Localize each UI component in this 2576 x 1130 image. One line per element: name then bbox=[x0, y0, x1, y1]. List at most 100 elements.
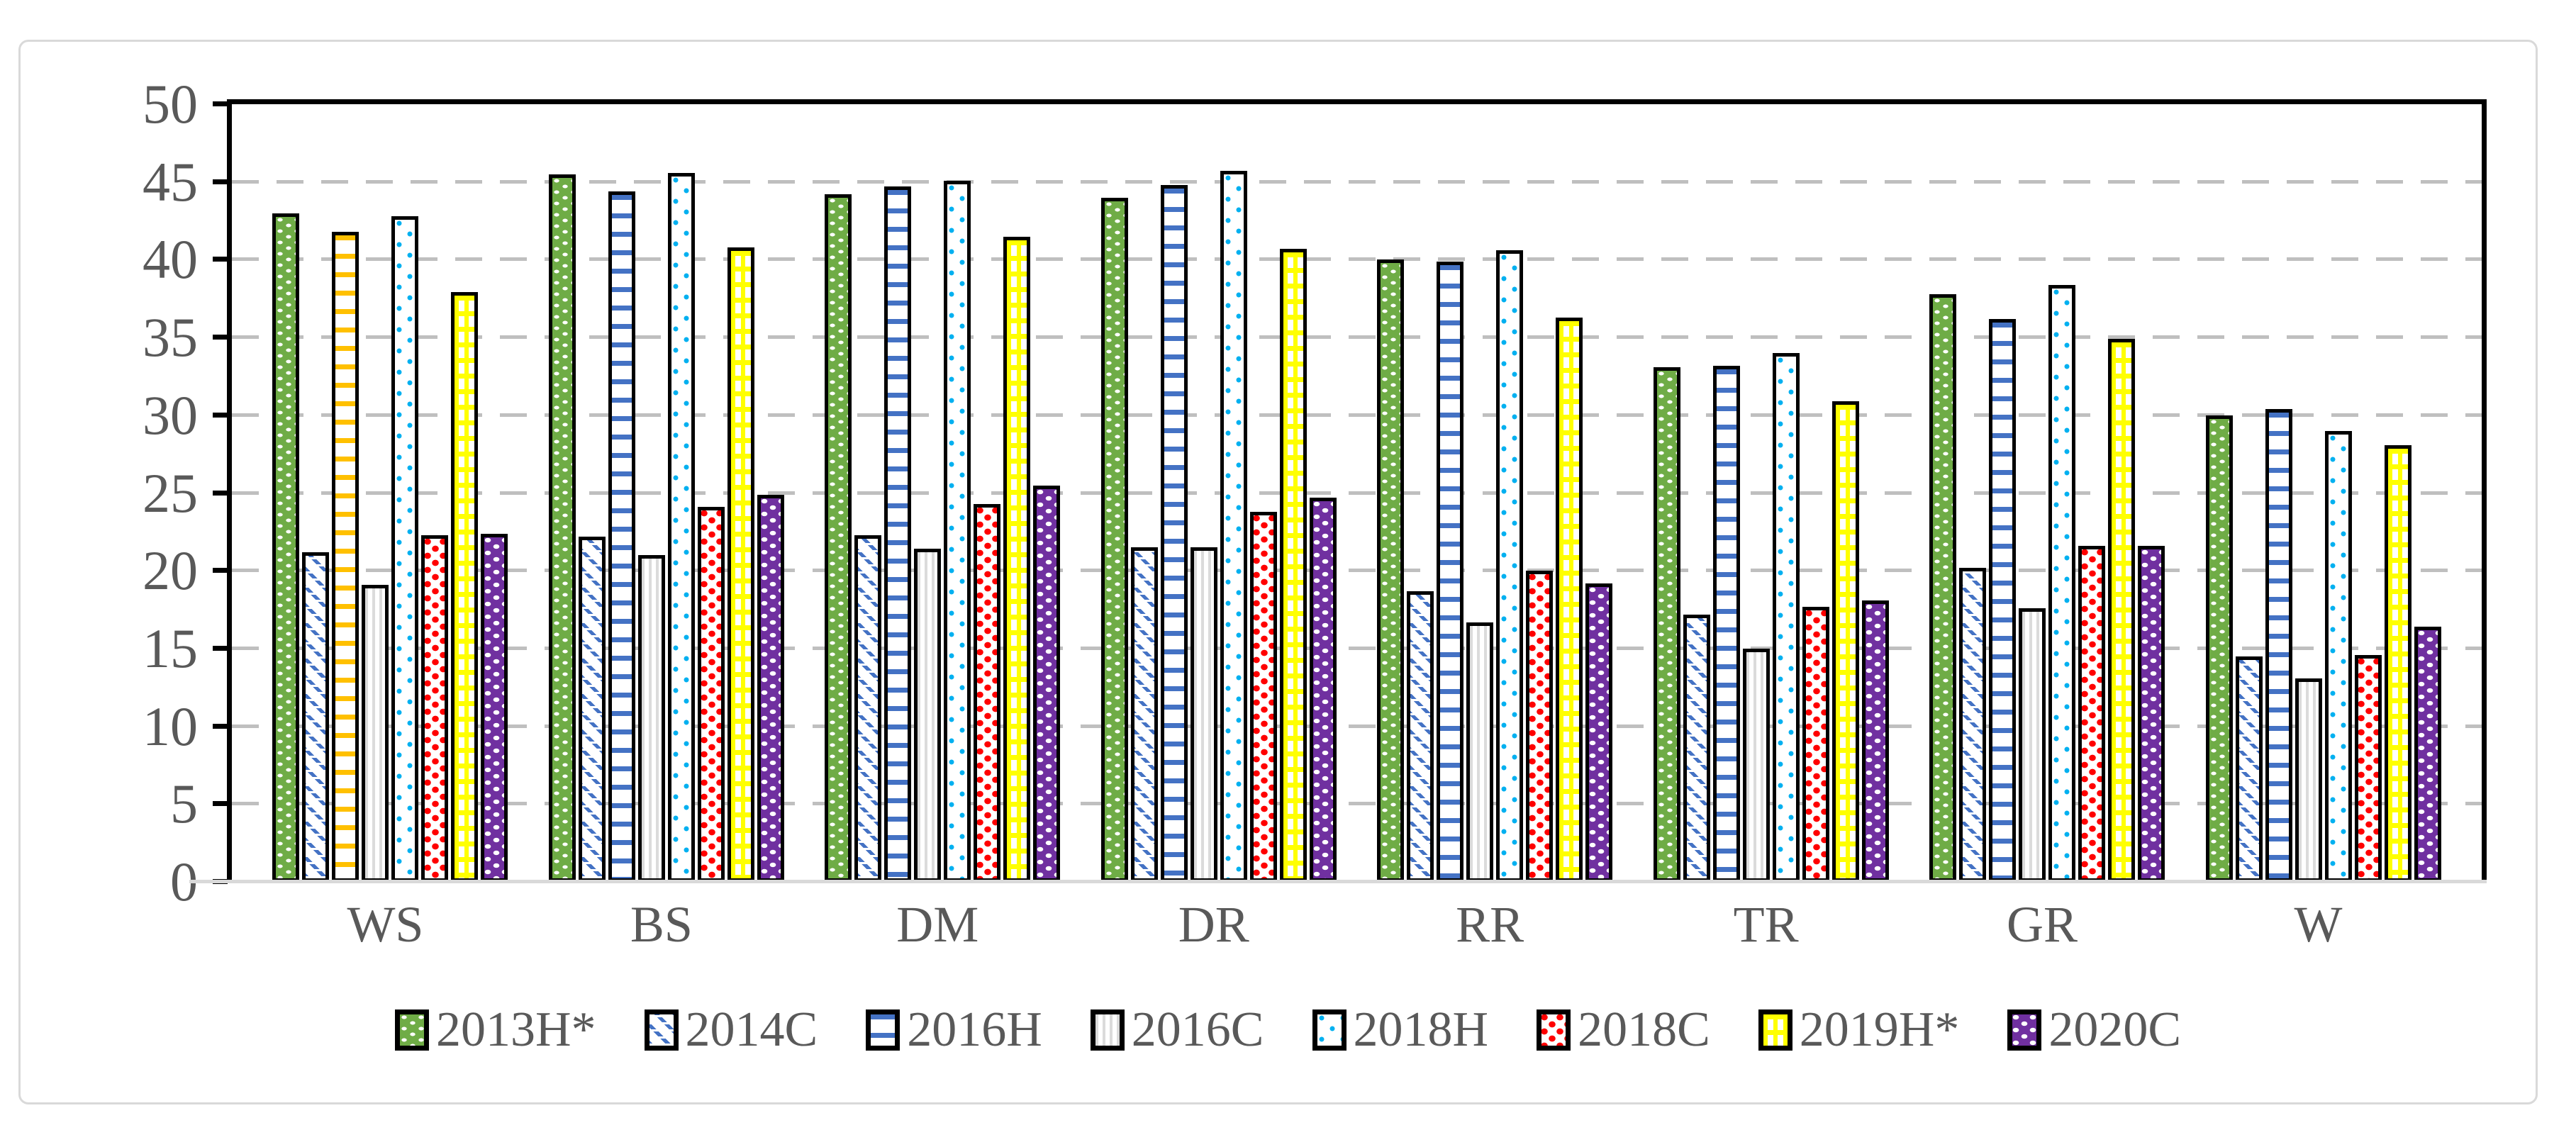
bar-dm-2020c bbox=[1033, 485, 1061, 882]
bar-ws-2013h bbox=[272, 213, 300, 882]
x-axis-category-label: TR bbox=[1733, 896, 1799, 953]
bar-group-rr bbox=[1377, 104, 1613, 882]
bar-w-2018c bbox=[2354, 654, 2382, 882]
bar-tr-2019h bbox=[1831, 401, 1859, 882]
bar-w-2020c bbox=[2414, 627, 2441, 882]
bar-dr-2020c bbox=[1309, 498, 1337, 882]
legend-item-2019h: 2019H* bbox=[1758, 1005, 1959, 1055]
bar-rr-2018c bbox=[1526, 571, 1554, 882]
gridline bbox=[232, 257, 2482, 262]
bar-tr-2013h bbox=[1653, 367, 1680, 882]
bar-bs-2014c bbox=[578, 536, 606, 882]
bar-gr-2016h bbox=[1989, 318, 2017, 882]
y-axis-tick bbox=[213, 490, 228, 496]
bar-dr-2018c bbox=[1249, 511, 1277, 882]
legend-swatch bbox=[1090, 1009, 1125, 1051]
y-axis-tick bbox=[213, 335, 228, 340]
bar-w-2018h bbox=[2324, 430, 2352, 882]
bar-rr-2018h bbox=[1496, 250, 1524, 882]
y-axis-tick bbox=[213, 179, 228, 184]
x-axis-category-label: DR bbox=[1178, 896, 1249, 953]
bar-tr-2014c bbox=[1683, 614, 1710, 882]
bar-w-2019h bbox=[2384, 444, 2411, 882]
bar-ws-2019h bbox=[451, 292, 479, 882]
bar-ws-2014c bbox=[302, 552, 330, 882]
category-axis-line bbox=[189, 880, 2487, 883]
bar-ws-2016h bbox=[332, 231, 359, 882]
legend-swatch bbox=[1758, 1009, 1792, 1051]
y-axis-tick bbox=[213, 723, 228, 729]
bar-gr-2020c bbox=[2138, 546, 2165, 882]
bar-w-2014c bbox=[2235, 656, 2263, 882]
y-axis-tick-label: 25 bbox=[143, 461, 198, 524]
x-axis-category-label: WS bbox=[347, 896, 424, 953]
plot-area: 0 5 10 15 20 25 30 35 40 45 50 bbox=[143, 77, 2487, 910]
y-axis-tick bbox=[213, 101, 228, 106]
legend: 2013H* 2014C 2016H 2016C 2018H 2018C 2019H* 202… bbox=[0, 1005, 2576, 1055]
y-axis-tick bbox=[213, 568, 228, 574]
y-axis-tick-label: 45 bbox=[143, 150, 198, 213]
x-axis-category-label: W bbox=[2294, 896, 2343, 953]
legend-label: 2020C bbox=[2048, 1002, 2182, 1057]
gridline bbox=[232, 179, 2482, 184]
bar-dm-2018c bbox=[974, 503, 1001, 882]
y-axis-tick-label: 30 bbox=[143, 384, 198, 446]
bar-dr-2013h bbox=[1100, 197, 1128, 882]
bar-w-2016c bbox=[2295, 678, 2322, 882]
bar-dm-2014c bbox=[854, 535, 882, 882]
bar-dm-2013h bbox=[825, 194, 852, 882]
legend-label: 2014C bbox=[685, 1002, 818, 1057]
bar-tr-2020c bbox=[1861, 600, 1889, 882]
y-axis-tick bbox=[213, 645, 228, 651]
bar-dr-2014c bbox=[1130, 547, 1158, 882]
bar-rr-2019h bbox=[1556, 317, 1583, 882]
bar-dr-2019h bbox=[1279, 249, 1307, 882]
bar-rr-2020c bbox=[1585, 583, 1613, 882]
legend-label: 2016H bbox=[907, 1002, 1042, 1057]
legend-item-2014c: 2014C bbox=[644, 1002, 818, 1057]
bar-bs-2016c bbox=[637, 555, 665, 882]
bar-bs-2018h bbox=[667, 172, 695, 882]
legend-item-2016h: 2016H bbox=[866, 1005, 1042, 1055]
gridline bbox=[232, 335, 2482, 340]
legend-label: 2013H* bbox=[435, 1002, 596, 1057]
legend-item-2018c: 2018C bbox=[1537, 1005, 1710, 1055]
bar-group-w bbox=[2205, 104, 2441, 882]
bar-rr-2016c bbox=[1466, 622, 1494, 882]
bar-w-2013h bbox=[2205, 415, 2233, 882]
x-axis-category-label: GR bbox=[2007, 896, 2078, 953]
bar-ws-2018c bbox=[421, 535, 449, 882]
legend-swatch bbox=[1537, 1009, 1571, 1051]
bar-group-gr bbox=[1929, 104, 2165, 882]
bar-group-dm bbox=[825, 104, 1061, 882]
bar-dr-2018h bbox=[1220, 171, 1247, 882]
legend-swatch bbox=[644, 1009, 679, 1051]
bar-ws-2018h bbox=[391, 216, 419, 882]
bar-bs-2019h bbox=[727, 247, 754, 882]
bar-rr-2013h bbox=[1377, 259, 1405, 882]
gridline bbox=[232, 413, 2482, 417]
legend-label: 2016C bbox=[1131, 1002, 1264, 1057]
x-axis-labels: WS BS DM DR RR TR GR W bbox=[227, 899, 2477, 950]
bar-dm-2016h bbox=[884, 186, 912, 882]
bar-group-bs bbox=[548, 104, 784, 882]
legend-item-2013h: 2013H* bbox=[394, 1002, 596, 1057]
bar-gr-2019h bbox=[2108, 339, 2136, 882]
bar-tr-2016c bbox=[1742, 648, 1770, 882]
y-axis-tick-label: 10 bbox=[143, 695, 198, 757]
bar-rr-2016h bbox=[1437, 261, 1464, 882]
bar-dr-2016h bbox=[1160, 185, 1188, 882]
bar-tr-2018h bbox=[1772, 353, 1800, 882]
bar-ws-2016c bbox=[362, 584, 389, 882]
bar-bs-2018c bbox=[697, 507, 725, 882]
legend-item-2020c: 2020C bbox=[2007, 1005, 2181, 1055]
y-axis-tick-label: 40 bbox=[143, 228, 198, 291]
bar-bs-2020c bbox=[757, 494, 784, 882]
bar-gr-2018h bbox=[2048, 284, 2076, 882]
bar-group-dr bbox=[1100, 104, 1337, 882]
bar-w-2016h bbox=[2265, 409, 2292, 882]
y-axis-tick bbox=[213, 801, 228, 807]
y-axis-tick-label: 50 bbox=[143, 73, 198, 135]
x-axis-category-label: RR bbox=[1456, 896, 1524, 953]
bar-group-ws bbox=[272, 104, 508, 882]
